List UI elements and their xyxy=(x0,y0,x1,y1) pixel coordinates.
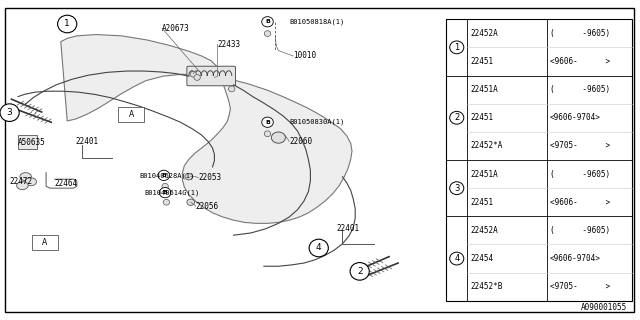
FancyBboxPatch shape xyxy=(18,135,37,149)
Ellipse shape xyxy=(450,252,464,265)
Text: (      -9605): ( -9605) xyxy=(550,29,610,38)
Ellipse shape xyxy=(264,119,271,125)
Text: B: B xyxy=(163,190,168,195)
Text: B: B xyxy=(265,120,270,125)
Ellipse shape xyxy=(264,31,271,36)
Ellipse shape xyxy=(264,19,271,25)
FancyBboxPatch shape xyxy=(5,8,634,312)
Ellipse shape xyxy=(158,170,170,180)
Text: 22464: 22464 xyxy=(54,180,77,188)
Text: 22056: 22056 xyxy=(195,202,218,211)
Ellipse shape xyxy=(350,262,369,280)
Text: <9606-      >: <9606- > xyxy=(550,198,610,207)
Text: 3: 3 xyxy=(454,184,460,193)
Text: <9606-9704>: <9606-9704> xyxy=(550,254,601,263)
Text: 1: 1 xyxy=(65,20,70,28)
Text: 22053: 22053 xyxy=(198,173,221,182)
Ellipse shape xyxy=(309,239,328,257)
Text: 2: 2 xyxy=(357,267,362,276)
Ellipse shape xyxy=(163,199,170,205)
Text: A50635: A50635 xyxy=(18,138,45,147)
Ellipse shape xyxy=(190,71,196,77)
Ellipse shape xyxy=(185,173,193,180)
Ellipse shape xyxy=(262,17,273,27)
Text: 22452A: 22452A xyxy=(470,226,498,235)
Text: (      -9605): ( -9605) xyxy=(550,85,610,94)
Ellipse shape xyxy=(450,111,464,124)
Text: 22401: 22401 xyxy=(336,224,359,233)
Ellipse shape xyxy=(0,104,19,121)
Text: <9606-9704>: <9606-9704> xyxy=(550,113,601,122)
Ellipse shape xyxy=(162,172,168,178)
Text: A: A xyxy=(129,110,134,119)
Text: 22472: 22472 xyxy=(10,177,33,186)
Text: 22454: 22454 xyxy=(470,254,493,263)
Text: 22451A: 22451A xyxy=(470,85,498,94)
Text: 1: 1 xyxy=(454,43,460,52)
Text: B01050830A(1): B01050830A(1) xyxy=(289,119,344,125)
Text: B: B xyxy=(265,19,270,24)
Text: (      -9605): ( -9605) xyxy=(550,226,610,235)
Ellipse shape xyxy=(163,190,170,196)
Text: 22433: 22433 xyxy=(218,40,241,49)
Ellipse shape xyxy=(450,41,464,54)
FancyBboxPatch shape xyxy=(32,235,58,250)
FancyBboxPatch shape xyxy=(187,66,236,86)
Text: <9606-      >: <9606- > xyxy=(550,57,610,66)
Text: 22451: 22451 xyxy=(470,57,493,66)
Text: (      -9605): ( -9605) xyxy=(550,170,610,179)
Ellipse shape xyxy=(159,188,171,198)
Text: 22451A: 22451A xyxy=(470,170,498,179)
Text: B: B xyxy=(161,173,166,178)
Text: 3: 3 xyxy=(7,108,12,117)
Text: 22060: 22060 xyxy=(289,137,312,146)
Text: A090001055: A090001055 xyxy=(581,303,627,312)
Text: 2: 2 xyxy=(454,113,460,122)
Text: B01050818A(1): B01050818A(1) xyxy=(289,19,344,25)
Ellipse shape xyxy=(162,183,168,189)
Text: B01040614G(1): B01040614G(1) xyxy=(144,189,199,196)
Text: 22401: 22401 xyxy=(76,137,99,146)
Text: <9705-      >: <9705- > xyxy=(550,282,610,291)
Text: 4: 4 xyxy=(454,254,460,263)
Text: 22452A: 22452A xyxy=(470,29,498,38)
Ellipse shape xyxy=(228,86,235,92)
Text: 22452*B: 22452*B xyxy=(470,282,502,291)
Ellipse shape xyxy=(20,172,31,180)
Text: 10010: 10010 xyxy=(293,52,316,60)
Text: 22452*A: 22452*A xyxy=(470,141,502,150)
Text: 22451: 22451 xyxy=(470,198,493,207)
Ellipse shape xyxy=(187,199,195,205)
Ellipse shape xyxy=(194,75,200,80)
Ellipse shape xyxy=(271,132,285,143)
Ellipse shape xyxy=(58,15,77,33)
Ellipse shape xyxy=(25,178,36,186)
Polygon shape xyxy=(61,35,352,223)
Text: B01040628A(1): B01040628A(1) xyxy=(140,172,195,179)
Text: <9705-      >: <9705- > xyxy=(550,141,610,150)
Text: A20673: A20673 xyxy=(162,24,189,33)
Ellipse shape xyxy=(262,117,273,127)
Text: 4: 4 xyxy=(316,244,321,252)
Ellipse shape xyxy=(450,182,464,195)
FancyBboxPatch shape xyxy=(446,19,632,301)
Text: A: A xyxy=(42,238,47,247)
Ellipse shape xyxy=(17,181,28,189)
FancyBboxPatch shape xyxy=(118,107,144,122)
Text: 22451: 22451 xyxy=(470,113,493,122)
Ellipse shape xyxy=(264,131,271,137)
